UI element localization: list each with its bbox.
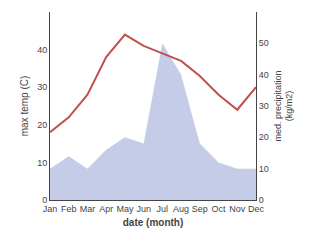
svg-text:Nov: Nov [229, 204, 246, 214]
svg-text:Dec: Dec [248, 204, 265, 214]
svg-text:30: 30 [259, 101, 269, 111]
svg-text:date (month): date (month) [123, 217, 184, 228]
svg-text:Feb: Feb [61, 204, 77, 214]
svg-text:med. precipitation(kg/m2): med. precipitation(kg/m2) [273, 70, 295, 141]
svg-text:0: 0 [42, 195, 47, 205]
svg-text:Jan: Jan [43, 204, 58, 214]
svg-text:40: 40 [259, 70, 269, 80]
svg-text:Mar: Mar [80, 204, 96, 214]
svg-text:May: May [116, 204, 134, 214]
svg-text:20: 20 [259, 132, 269, 142]
svg-text:Jul: Jul [157, 204, 169, 214]
svg-text:Oct: Oct [212, 204, 227, 214]
svg-text:max temp (C): max temp (C) [19, 76, 30, 137]
svg-text:10: 10 [259, 164, 269, 174]
svg-text:Sep: Sep [192, 204, 208, 214]
svg-text:0: 0 [259, 195, 264, 205]
svg-text:10: 10 [37, 158, 47, 168]
svg-text:Jun: Jun [136, 204, 151, 214]
svg-text:20: 20 [37, 120, 47, 130]
svg-text:Apr: Apr [99, 204, 113, 214]
svg-text:Aug: Aug [173, 204, 189, 214]
svg-text:50: 50 [259, 38, 269, 48]
svg-text:40: 40 [37, 45, 47, 55]
svg-text:30: 30 [37, 82, 47, 92]
